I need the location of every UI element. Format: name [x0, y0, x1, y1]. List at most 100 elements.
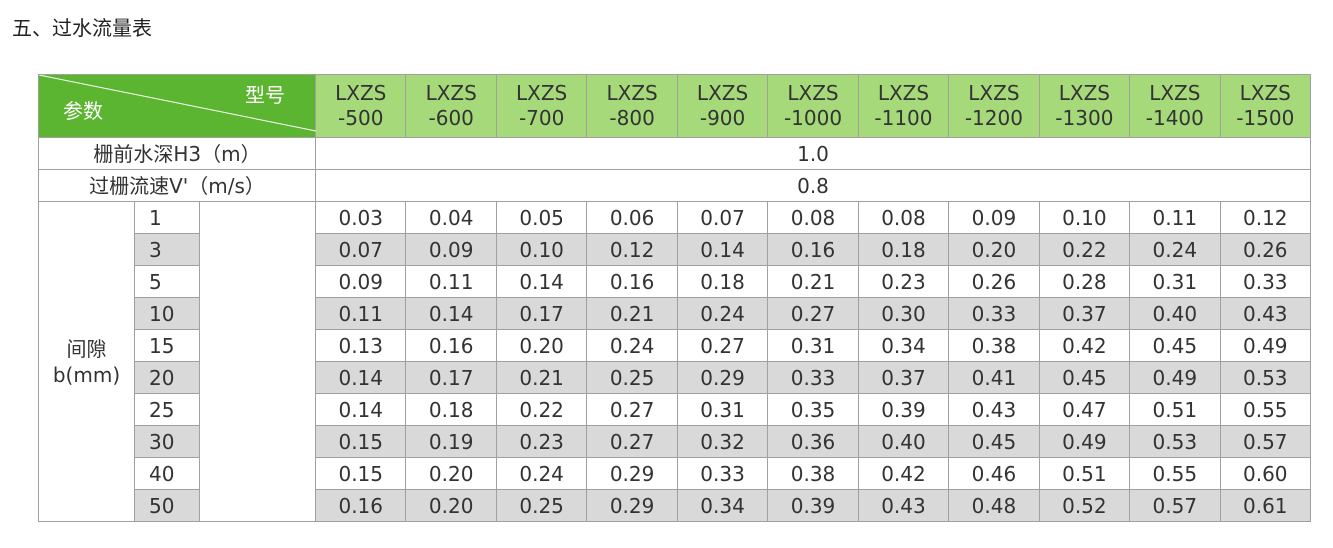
header-row: 型号 参数 LXZS -500 LXZS -600 LXZS -700 LXZS -800 LXZS…	[37, 74, 1312, 138]
model-header: LXZS -1400	[1129, 74, 1221, 138]
flow-value: 0.27	[767, 297, 859, 330]
model-name-line: -1300	[1055, 106, 1114, 130]
model-name-line: LXZS	[787, 81, 839, 105]
flow-value: 0.32	[676, 425, 769, 458]
flow-value: 0.33	[948, 297, 1040, 330]
model-name-line: LXZS	[425, 81, 477, 105]
flow-value: 0.24	[586, 329, 678, 362]
model-header: LXZS -1200	[948, 74, 1040, 138]
flow-value: 0.35	[767, 393, 859, 426]
param-name: 栅前水深H3（m）	[37, 137, 317, 170]
model-name-line: LXZS	[696, 81, 749, 105]
gap-value: 30	[134, 425, 200, 458]
model-name-line: LXZS	[335, 81, 387, 105]
gap-row: 15 0.13 0.16 0.20 0.24 0.27 0.31 0.34 0.38 0.42 0.…	[39, 329, 1312, 362]
flow-value: 0.31	[676, 393, 769, 426]
model-header: LXZS -800	[586, 74, 678, 138]
diagonal	[39, 75, 316, 132]
flow-value: 0.42	[857, 457, 950, 490]
gap-row: 间隙 b(mm) 1 0.03 0.04 0.05 0.06 0.07 0.08 0.08 0.09…	[38, 201, 1312, 522]
gap-label: 间隙 b(mm)	[38, 201, 135, 522]
flow-value: 0.52	[1038, 489, 1131, 522]
flow-value: 0.45	[948, 425, 1040, 458]
flow-value: 0.39	[767, 489, 859, 522]
flow-value: 0.20	[948, 233, 1040, 266]
flow-value: 0.53	[1219, 361, 1312, 394]
flow-value: 0.48	[948, 489, 1040, 522]
flow-value: 0.28	[1038, 265, 1131, 298]
gap-value: 10	[134, 297, 200, 330]
flow-value: 0.23	[495, 425, 588, 458]
flow-value: 0.16	[586, 265, 678, 298]
flow-value: 0.31	[1129, 265, 1221, 298]
flow-value: 0.37	[1038, 297, 1131, 330]
flow-value: 0.14	[315, 393, 407, 426]
model-name-line: LXZS	[606, 81, 658, 105]
flow-value: 0.33	[676, 457, 769, 490]
flow-value: 0.39	[857, 393, 950, 426]
flow-value: 0.12	[586, 233, 678, 266]
page-title: 五、过水流量表	[12, 16, 152, 40]
flow-value: 0.29	[676, 361, 769, 394]
flow-value: 0.41	[948, 361, 1040, 394]
flow-value: 0.26	[1219, 233, 1312, 266]
blank-cell	[198, 201, 317, 522]
flow-value: 0.16	[315, 489, 407, 522]
flow-value: 0.49	[1038, 425, 1131, 458]
param-label: 参数	[63, 99, 103, 123]
gap-value: 25	[134, 393, 200, 426]
flow-value: 0.49	[1129, 361, 1221, 394]
gap-value: 15	[134, 329, 200, 362]
flow-value: 0.55	[1129, 457, 1221, 490]
model-header: LXZS -1100	[857, 74, 950, 138]
flow-value: 0.43	[948, 393, 1040, 426]
flow-value: 0.10	[495, 233, 588, 266]
flow-value: 0.23	[857, 265, 950, 298]
flow-value: 0.31	[767, 329, 859, 362]
flow-value: 0.57	[1219, 425, 1312, 458]
flow-value: 0.42	[1038, 329, 1131, 362]
flow-value: 0.14	[405, 297, 497, 330]
flow-value: 0.25	[586, 361, 678, 394]
gap-label-line: 间隙	[66, 336, 107, 361]
flow-value: 0.14	[676, 233, 769, 266]
flow-value: 0.46	[948, 457, 1040, 490]
flow-value: 0.18	[405, 393, 497, 426]
flow-value: 0.24	[495, 457, 588, 490]
flow-value: 0.37	[857, 361, 950, 394]
model-name-line: -900	[699, 106, 746, 130]
flow-value: 0.08	[767, 201, 859, 234]
flow-value: 0.38	[948, 329, 1040, 362]
model-name-line: -600	[428, 106, 474, 130]
flow-value: 0.27	[586, 393, 678, 426]
common-row: 过栅流速V'（m/s） 0.8	[37, 169, 1311, 202]
flow-value: 0.43	[857, 489, 950, 522]
param-name: 过栅流速V'（m/s）	[37, 169, 317, 202]
flow-value: 0.09	[315, 265, 407, 298]
flow-value: 0.57	[1129, 489, 1221, 522]
model-name-line: -700	[518, 106, 565, 130]
flow-value: 0.36	[767, 425, 859, 458]
model-header: LXZS -900	[676, 74, 769, 138]
flow-value: 0.20	[405, 489, 497, 522]
model-name-line: -1000	[783, 106, 843, 130]
model-header: LXZS -600	[405, 74, 497, 138]
flow-value: 0.25	[495, 489, 588, 522]
flow-value: 0.11	[315, 297, 407, 330]
flow-value: 0.49	[1219, 329, 1312, 362]
flow-value: 0.34	[676, 489, 769, 522]
corner-cell: 型号 参数	[37, 74, 317, 138]
model-name-line: -1500	[1236, 106, 1295, 130]
flow-value: 0.10	[1038, 201, 1131, 234]
gap-row: 40 0.15 0.20 0.24 0.29 0.33 0.38 0.42 0.46 0.51 0.…	[39, 457, 1312, 490]
flow-value: 0.07	[676, 201, 769, 234]
flow-value: 0.40	[1129, 297, 1221, 330]
gap-value: 3	[134, 233, 200, 266]
flow-value: 0.18	[676, 265, 769, 298]
gap-row: 3 0.07 0.09 0.10 0.12 0.14 0.16 0.18 0.20 0.22 0.2…	[39, 233, 1312, 266]
gap-row: 30 0.15 0.19 0.23 0.27 0.32 0.36 0.40 0.45 0.49 0.…	[39, 425, 1312, 458]
flow-value: 0.11	[1129, 201, 1221, 234]
model-name-line: LXZS	[968, 81, 1020, 105]
flow-value: 0.40	[857, 425, 950, 458]
